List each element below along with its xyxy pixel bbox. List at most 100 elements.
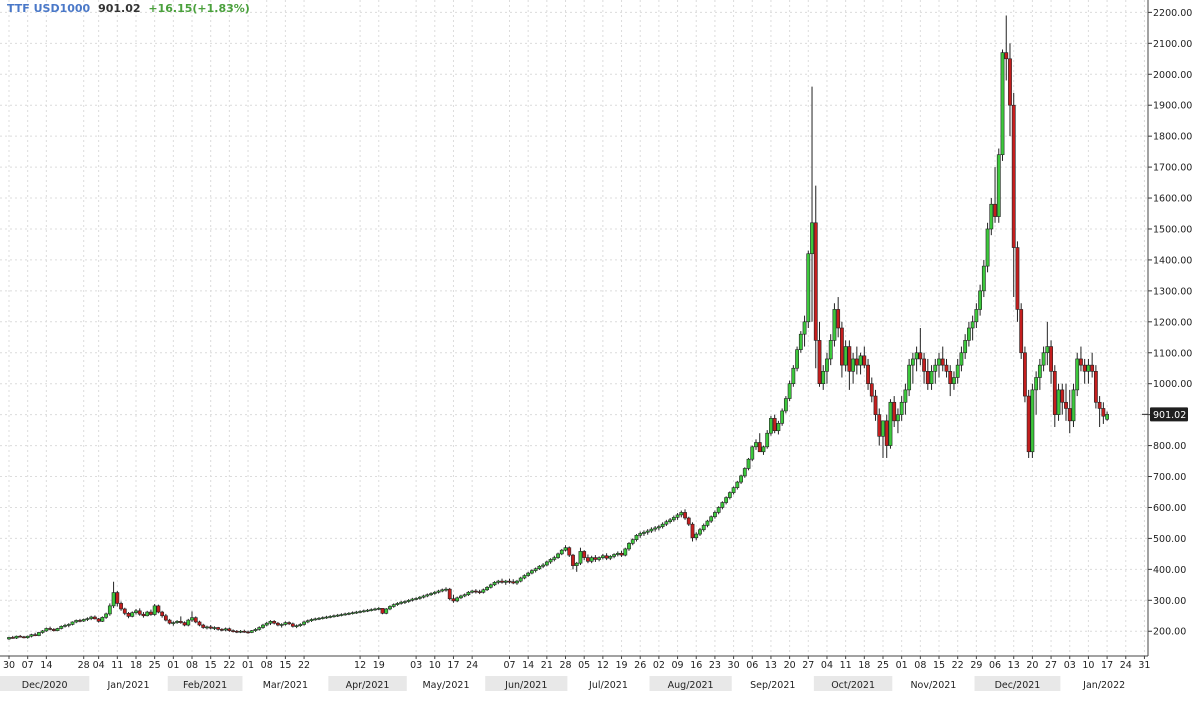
- candle-down[interactable]: [690, 523, 695, 539]
- candle-up[interactable]: [731, 487, 736, 493]
- candle-up[interactable]: [40, 630, 45, 633]
- candle-down[interactable]: [944, 364, 949, 372]
- candle-up[interactable]: [302, 621, 306, 625]
- candle-down[interactable]: [201, 624, 206, 628]
- candle-up[interactable]: [776, 423, 781, 432]
- candle-down[interactable]: [1008, 58, 1012, 106]
- candle-down[interactable]: [873, 395, 878, 415]
- candle-down[interactable]: [1019, 309, 1024, 354]
- candle-down[interactable]: [178, 621, 183, 623]
- candle-down[interactable]: [119, 603, 123, 610]
- candle-up[interactable]: [578, 551, 583, 564]
- candle-down[interactable]: [869, 383, 874, 397]
- candle-up[interactable]: [974, 309, 979, 323]
- candle-up[interactable]: [675, 514, 680, 518]
- candle-up[interactable]: [959, 352, 964, 366]
- candle-down[interactable]: [216, 627, 221, 630]
- candle-down[interactable]: [149, 611, 153, 615]
- candle-up[interactable]: [55, 628, 60, 631]
- candle-up[interactable]: [429, 593, 433, 596]
- candle-up[interactable]: [376, 608, 381, 610]
- candle-up[interactable]: [907, 364, 912, 391]
- candle-up[interactable]: [343, 613, 348, 616]
- candle-up[interactable]: [716, 507, 721, 513]
- candle-up[interactable]: [1000, 52, 1005, 156]
- candle-up[interactable]: [470, 590, 475, 593]
- candle-down[interactable]: [115, 592, 120, 604]
- candle-up[interactable]: [963, 340, 968, 354]
- candle-up[interactable]: [694, 533, 699, 539]
- candle-up[interactable]: [365, 609, 370, 612]
- candle-up[interactable]: [978, 290, 983, 310]
- candle-down[interactable]: [571, 554, 575, 566]
- candle-up[interactable]: [249, 630, 254, 633]
- candle-down[interactable]: [892, 401, 897, 422]
- candle-up[interactable]: [100, 617, 105, 622]
- candle-down[interactable]: [163, 615, 168, 621]
- candle-up[interactable]: [996, 154, 1001, 217]
- candle-up[interactable]: [298, 624, 303, 626]
- candle-up[interactable]: [268, 621, 273, 624]
- candle-up[interactable]: [754, 442, 758, 448]
- candle-down[interactable]: [126, 612, 131, 617]
- candle-up[interactable]: [608, 556, 613, 559]
- candle-down[interactable]: [619, 552, 624, 556]
- candle-up[interactable]: [660, 523, 665, 527]
- candle-down[interactable]: [231, 630, 236, 632]
- candle-up[interactable]: [966, 327, 971, 341]
- candle-up[interactable]: [798, 333, 803, 350]
- candle-up[interactable]: [212, 627, 217, 629]
- candle-down[interactable]: [1097, 401, 1102, 409]
- candle-up[interactable]: [14, 635, 19, 639]
- candle-down[interactable]: [193, 617, 198, 623]
- candle-down[interactable]: [1064, 401, 1068, 409]
- candle-up[interactable]: [253, 629, 258, 631]
- candle-up[interactable]: [388, 606, 392, 610]
- candle-up[interactable]: [354, 611, 359, 614]
- candle-up[interactable]: [832, 309, 837, 341]
- candle-up[interactable]: [485, 587, 489, 591]
- candle-up[interactable]: [399, 601, 404, 604]
- candle-down[interactable]: [1015, 247, 1020, 310]
- candle-down[interactable]: [918, 352, 923, 360]
- candle-down[interactable]: [511, 581, 516, 584]
- candle-up[interactable]: [186, 619, 191, 626]
- candle-up[interactable]: [1030, 389, 1035, 453]
- candle-down[interactable]: [272, 621, 277, 624]
- candle-up[interactable]: [709, 516, 714, 522]
- candle-up[interactable]: [828, 340, 833, 360]
- candle-up[interactable]: [152, 605, 157, 615]
- candle-down[interactable]: [380, 608, 385, 614]
- candle-up[interactable]: [526, 572, 531, 576]
- candle-up[interactable]: [985, 228, 990, 267]
- candle-up[interactable]: [787, 383, 792, 399]
- candle-up[interactable]: [459, 595, 463, 599]
- candle-up[interactable]: [668, 519, 672, 523]
- candle-up[interactable]: [414, 598, 419, 600]
- candle-up[interactable]: [279, 624, 284, 626]
- candle-up[interactable]: [858, 355, 863, 366]
- candle-up[interactable]: [970, 321, 975, 329]
- candle-down[interactable]: [276, 622, 280, 626]
- candle-up[interactable]: [914, 352, 919, 360]
- candle-down[interactable]: [51, 629, 56, 631]
- candle-down[interactable]: [22, 636, 26, 639]
- candle-up[interactable]: [952, 377, 956, 384]
- candle-down[interactable]: [948, 371, 953, 384]
- candle-up[interactable]: [929, 371, 934, 384]
- candle-down[interactable]: [925, 371, 930, 384]
- candle-up[interactable]: [66, 624, 71, 626]
- candle-up[interactable]: [515, 580, 519, 584]
- candle-down[interactable]: [137, 610, 142, 615]
- candle-up[interactable]: [145, 611, 150, 617]
- candle-up[interactable]: [309, 619, 314, 622]
- candle-up[interactable]: [503, 580, 508, 583]
- candle-up[interactable]: [698, 529, 702, 535]
- candle-up[interactable]: [888, 401, 893, 446]
- candle-up[interactable]: [70, 621, 75, 625]
- candle-up[interactable]: [989, 203, 994, 230]
- candle-up[interactable]: [896, 414, 900, 422]
- candle-down[interactable]: [290, 623, 295, 627]
- candle-up[interactable]: [432, 591, 437, 594]
- candle-up[interactable]: [238, 630, 243, 633]
